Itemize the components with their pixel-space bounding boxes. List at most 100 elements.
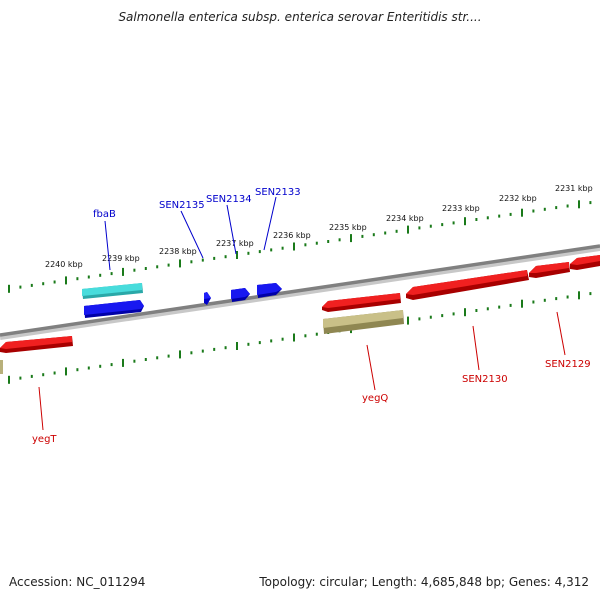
major-tick [8,375,10,384]
minor-tick [498,305,501,309]
minor-tick [144,267,147,270]
minor-tick [429,315,432,319]
minor-tick [372,233,375,237]
minor-tick [156,265,159,269]
major-tick [578,200,580,209]
label-leader-lines [38,196,566,431]
major-tick [8,284,10,293]
minor-tick [110,272,113,276]
minor-tick [315,332,318,336]
gene-SEN2130[interactable] [406,270,529,300]
minor-tick [270,248,273,252]
gene-yegQ[interactable] [323,310,404,334]
minor-tick [156,356,159,360]
minor-tick [213,256,216,260]
minor-tick [566,204,569,208]
minor-tick [281,337,284,341]
gene-label-fbaB[interactable]: fbaB [93,209,116,220]
minor-tick [247,251,250,255]
minor-tick [315,241,318,245]
minor-tick [201,349,204,353]
minor-tick [532,300,535,304]
minor-tick [452,221,455,225]
gene-pseudo-left-edge[interactable] [0,360,3,374]
gene-SEN2131[interactable] [322,293,401,312]
minor-tick [213,347,216,351]
minor-tick [42,373,45,377]
minor-tick [543,207,546,211]
major-tick [236,251,238,259]
minor-tick [76,368,79,372]
minor-tick [190,351,193,355]
backbone-shadow [0,245,600,340]
minor-tick [224,346,227,350]
major-tick [65,276,67,285]
minor-tick [281,246,284,250]
minor-tick [475,218,478,221]
minor-tick [190,260,193,264]
gene-label-SEN2134[interactable]: SEN2134 [206,194,252,205]
upper-ruler-ticks [8,200,592,293]
minor-tick [304,243,307,247]
minor-tick [201,258,204,262]
gene-SEN2133[interactable] [257,283,282,298]
genome-backbone [0,244,600,337]
minor-tick [486,307,489,311]
minor-tick [19,376,22,380]
minor-tick [418,317,421,321]
minor-tick [133,359,136,363]
minor-tick [589,201,592,205]
gene-fbaB-rna[interactable] [82,283,143,299]
major-tick [293,242,295,251]
minor-tick [30,283,33,287]
gene-SEN2134[interactable] [231,288,250,302]
minor-tick [555,206,558,210]
genome-title: Salmonella enterica subsp. enterica sero… [118,10,482,24]
gene-label-SEN2129[interactable]: SEN2129 [545,359,591,370]
major-tick [65,367,67,376]
major-tick [122,358,124,367]
gene-label-yegT[interactable]: yegT [32,434,57,445]
accession-text: Accession: NC_011294 [9,575,146,589]
gene-SEN2135[interactable] [204,292,211,305]
minor-tick [361,234,364,238]
reverse-strand-features [0,255,600,374]
major-tick [521,299,523,308]
gene-label-SEN2130[interactable]: SEN2130 [462,374,508,385]
forward-strand-features [82,283,282,318]
major-tick [464,308,466,317]
ruler-label: 2233 kbp [442,204,480,213]
minor-tick [99,273,102,277]
gene-yegT[interactable] [0,336,73,353]
minor-tick [258,341,261,345]
major-tick [407,225,409,234]
minor-tick [42,282,45,286]
gene-label-yegQ[interactable]: yegQ [362,393,388,404]
major-tick [521,208,523,217]
minor-tick [30,374,33,378]
ruler-label: 2231 kbp [555,184,593,193]
minor-tick [99,364,102,368]
gene-label-SEN2135[interactable]: SEN2135 [159,200,205,211]
minor-tick [395,229,398,233]
minor-tick [258,250,261,254]
minor-tick [441,223,444,227]
minor-tick [589,292,592,296]
minor-tick [509,303,512,307]
gene-fbaB[interactable] [84,300,144,318]
ruler-label: 2237 kbp [216,239,254,248]
gene-SEN2128[interactable] [570,255,600,270]
minor-tick [53,280,56,284]
minor-tick [486,216,489,220]
minor-tick [144,358,147,361]
minor-tick [429,224,432,228]
minor-tick [167,354,170,358]
minor-tick [384,231,387,235]
gene-SEN2129[interactable] [529,262,570,278]
minor-tick [452,312,455,316]
minor-tick [304,334,307,338]
minor-tick [338,238,341,242]
gene-label-SEN2133[interactable]: SEN2133 [255,187,301,198]
